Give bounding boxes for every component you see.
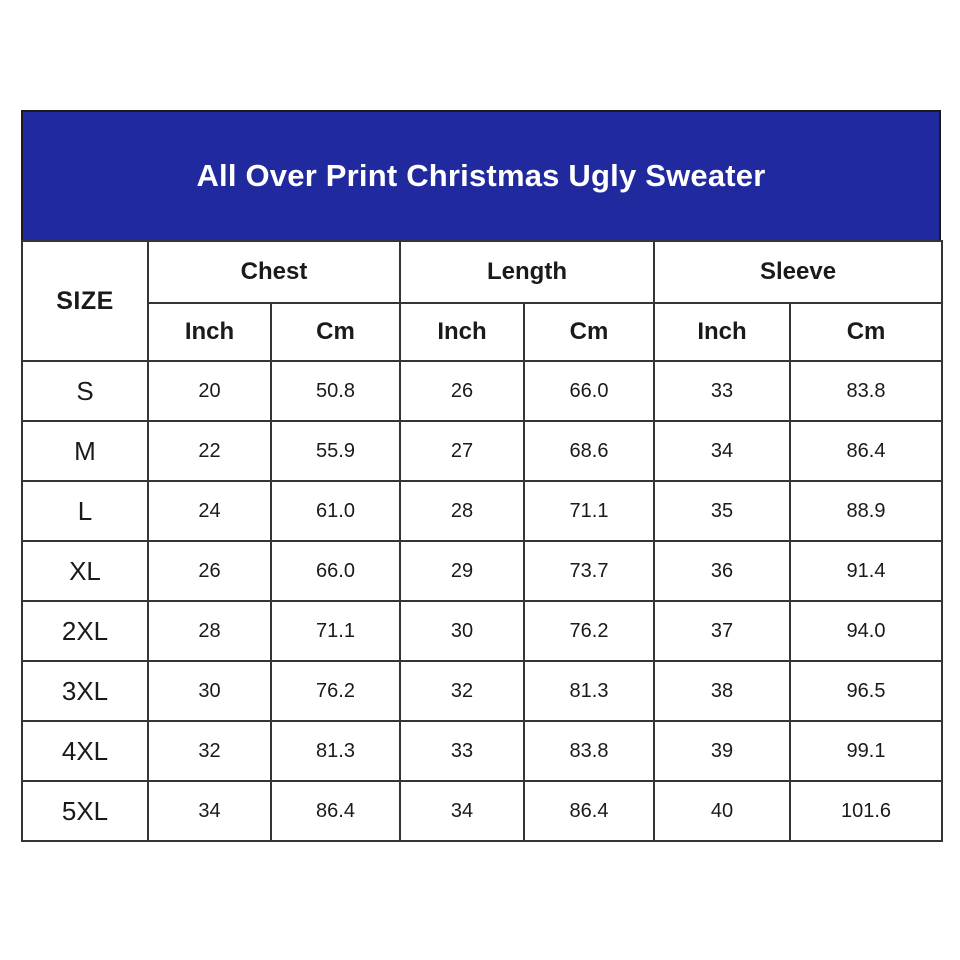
measurement-cell: 71.1	[270, 600, 401, 662]
sleeve-inch-header: Inch	[653, 302, 792, 362]
measurement-cell: 33	[653, 360, 792, 422]
table-row: 3XL 30 76.2 32 81.3 38 96.5	[21, 660, 944, 722]
length-group-header: Length	[398, 240, 656, 304]
measurement-cell: 38	[653, 660, 792, 722]
measurement-cell: 86.4	[522, 780, 656, 842]
table-row: L 24 61.0 28 71.1 35 88.9	[21, 480, 944, 542]
table-row: M 22 55.9 27 68.6 34 86.4	[21, 420, 944, 482]
length-cm-header: Cm	[522, 302, 656, 362]
table-row: 5XL 34 86.4 34 86.4 40 101.6	[21, 780, 944, 842]
measurement-cell: 88.9	[789, 480, 944, 542]
size-label: M	[21, 420, 149, 482]
unit-header-row: Inch Cm Inch Cm Inch Cm	[22, 302, 944, 362]
measurement-cell: 61.0	[270, 480, 401, 542]
measurement-cell: 86.4	[270, 780, 401, 842]
sleeve-group-header: Sleeve	[653, 240, 944, 304]
measurement-cell: 71.1	[522, 480, 656, 542]
size-label: XL	[21, 540, 149, 602]
measurement-cell: 96.5	[789, 660, 944, 722]
measurement-cell: 83.8	[522, 720, 656, 782]
measurement-cell: 26	[399, 360, 525, 422]
size-chart-card: All Over Print Christmas Ugly Sweater SI…	[21, 110, 944, 847]
measurement-cell: 29	[399, 540, 525, 602]
size-table-body: S 20 50.8 26 66.0 33 83.8 M 22 55.9 27 68.6 34 86.4 L 2…	[21, 360, 944, 842]
table-row: 2XL 28 71.1 30 76.2 37 94.0	[21, 600, 944, 662]
measurement-cell: 40	[653, 780, 792, 842]
measurement-cell: 28	[399, 480, 525, 542]
measurement-cell: 30	[147, 660, 272, 722]
measurement-cell: 35	[653, 480, 792, 542]
group-header-row: SIZE Chest Length Sleeve	[21, 240, 944, 362]
measurement-cell: 91.4	[789, 540, 944, 602]
measurement-cell: 83.8	[789, 360, 944, 422]
chest-inch-header: Inch	[147, 302, 272, 362]
size-label: S	[21, 360, 149, 422]
chest-cm-header: Cm	[270, 302, 401, 362]
measurement-cell: 22	[147, 420, 272, 482]
measurement-cell: 76.2	[270, 660, 401, 722]
measurement-cell: 66.0	[522, 360, 656, 422]
measurement-cell: 33	[399, 720, 525, 782]
measurement-cell: 24	[147, 480, 272, 542]
table-row: 4XL 32 81.3 33 83.8 39 99.1	[21, 720, 944, 782]
measurement-cell: 37	[653, 600, 792, 662]
measurement-cell: 86.4	[789, 420, 944, 482]
size-label: 4XL	[21, 720, 149, 782]
measurement-cell: 76.2	[522, 600, 656, 662]
measurement-cell: 36	[653, 540, 792, 602]
size-label: 5XL	[21, 780, 149, 842]
measurement-cell: 34	[147, 780, 272, 842]
page-title: All Over Print Christmas Ugly Sweater	[196, 158, 766, 193]
measurement-cell: 20	[147, 360, 272, 422]
measurement-cell: 34	[399, 780, 525, 842]
measurement-cell: 34	[653, 420, 792, 482]
measurement-cell: 68.6	[522, 420, 656, 482]
length-inch-header: Inch	[399, 302, 525, 362]
measurement-cell: 94.0	[789, 600, 944, 662]
measurement-cell: 81.3	[522, 660, 656, 722]
measurement-cell: 55.9	[270, 420, 401, 482]
measurement-cell: 101.6	[789, 780, 944, 842]
size-table-header: SIZE Chest Length Sleeve Inch Cm Inch Cm…	[21, 240, 944, 362]
measurement-cell: 66.0	[270, 540, 401, 602]
measurement-cell: 30	[399, 600, 525, 662]
measurement-cell: 28	[147, 600, 272, 662]
measurement-cell: 32	[147, 720, 272, 782]
measurement-cell: 32	[399, 660, 525, 722]
measurement-cell: 81.3	[270, 720, 401, 782]
measurement-cell: 26	[147, 540, 272, 602]
title-banner: All Over Print Christmas Ugly Sweater	[21, 110, 941, 242]
size-table: SIZE Chest Length Sleeve Inch Cm Inch Cm…	[21, 240, 944, 842]
size-column-header: SIZE	[21, 240, 149, 362]
measurement-cell: 73.7	[522, 540, 656, 602]
measurement-cell: 39	[653, 720, 792, 782]
measurement-cell: 50.8	[270, 360, 401, 422]
chest-group-header: Chest	[147, 240, 401, 304]
size-label: 3XL	[21, 660, 149, 722]
size-label: 2XL	[21, 600, 149, 662]
sleeve-cm-header: Cm	[789, 302, 944, 362]
table-row: XL 26 66.0 29 73.7 36 91.4	[21, 540, 944, 602]
measurement-cell: 99.1	[789, 720, 944, 782]
measurement-cell: 27	[399, 420, 525, 482]
size-label: L	[21, 480, 149, 542]
table-row: S 20 50.8 26 66.0 33 83.8	[21, 360, 944, 422]
